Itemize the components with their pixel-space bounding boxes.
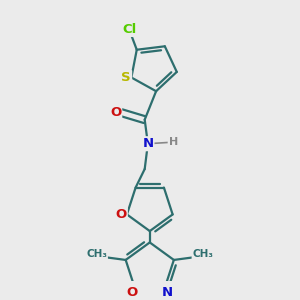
Text: CH₃: CH₃ xyxy=(86,249,107,259)
Text: S: S xyxy=(122,71,131,84)
Text: Cl: Cl xyxy=(122,23,136,36)
Text: N: N xyxy=(162,286,173,299)
Text: N: N xyxy=(142,137,153,150)
Text: O: O xyxy=(110,106,121,118)
Text: O: O xyxy=(116,208,127,221)
Text: CH₃: CH₃ xyxy=(193,249,214,259)
Text: O: O xyxy=(127,286,138,299)
Text: H: H xyxy=(169,137,178,148)
